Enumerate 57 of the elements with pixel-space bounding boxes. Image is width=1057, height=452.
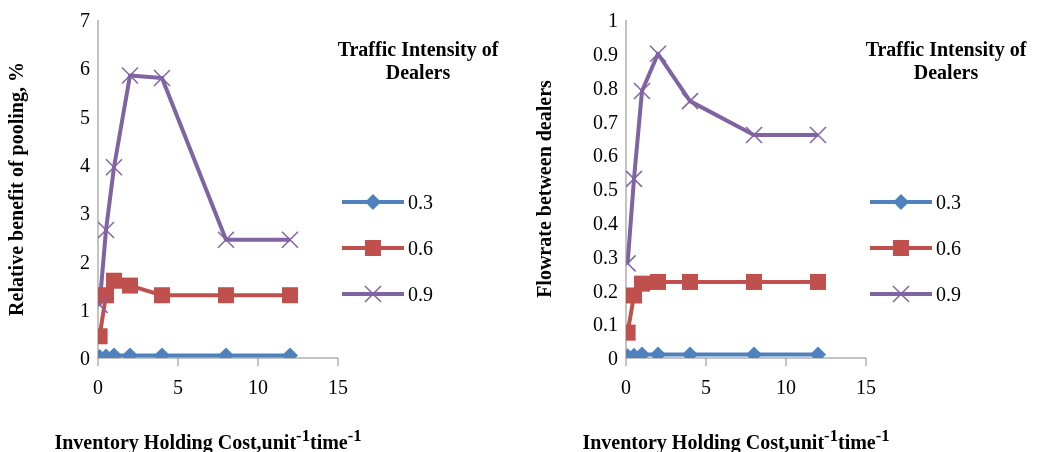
legend-label: 0.9 <box>936 282 961 306</box>
y-tick-label: 0.1 <box>593 313 618 336</box>
point <box>121 66 139 85</box>
point <box>122 277 138 294</box>
point <box>649 45 667 63</box>
point <box>218 287 234 304</box>
y-tick-label: 1 <box>608 9 618 32</box>
point <box>633 82 651 100</box>
y-tick-label: 4 <box>80 153 90 176</box>
y-tick-label: 0 <box>608 347 618 370</box>
x-tick-label: 5 <box>701 376 711 399</box>
y-tick-label: 1 <box>80 298 90 321</box>
point <box>106 272 122 289</box>
point <box>746 273 762 290</box>
x-tick-label: 15 <box>328 376 348 399</box>
y-tick-label: 0.2 <box>593 279 618 302</box>
x-tick-label: 15 <box>856 376 876 399</box>
point <box>153 69 171 87</box>
y-tick-label: 0 <box>80 347 90 370</box>
y-tick-label: 0.4 <box>593 211 618 234</box>
y-tick-label: 0.9 <box>593 42 618 65</box>
x-tick-label: 10 <box>776 376 796 399</box>
y-tick-label: 0.7 <box>593 110 618 133</box>
point <box>98 221 115 239</box>
point <box>745 126 763 144</box>
point <box>105 158 123 177</box>
point <box>281 230 299 249</box>
y-tick-label: 3 <box>80 202 90 225</box>
point <box>626 170 643 188</box>
y-axis-title: Relative benefit of pooling, % <box>5 62 29 316</box>
legend-label: 0.9 <box>408 282 433 306</box>
y-tick-label: 0.3 <box>593 245 618 268</box>
y-tick-label: 0.8 <box>593 76 618 99</box>
legend-label: 0.6 <box>408 236 433 260</box>
y-tick-label: 0.6 <box>593 144 618 167</box>
point <box>809 126 827 144</box>
legend-title: Traffic Intensity of Dealers <box>864 38 1028 84</box>
y-tick-label: 5 <box>80 105 90 128</box>
y-tick-label: 6 <box>80 57 90 80</box>
point <box>282 287 298 304</box>
y-axis-title: Flowrate between dealers <box>533 79 556 298</box>
point <box>810 273 826 290</box>
legend-label: 0.6 <box>936 236 961 260</box>
point <box>634 275 650 292</box>
x-tick-label: 5 <box>173 376 183 399</box>
legend-label: 0.3 <box>408 190 433 214</box>
point <box>154 287 170 304</box>
x-tick-label: 10 <box>248 376 268 399</box>
point <box>682 273 698 290</box>
y-tick-label: 7 <box>80 9 90 32</box>
point <box>650 273 666 290</box>
legend-label: 0.3 <box>936 190 961 214</box>
point <box>217 230 235 249</box>
y-tick-label: 2 <box>80 250 90 273</box>
y-tick-label: 0.5 <box>593 178 618 201</box>
point <box>681 92 699 110</box>
legend-title: Traffic Intensity of Dealers <box>336 38 500 84</box>
